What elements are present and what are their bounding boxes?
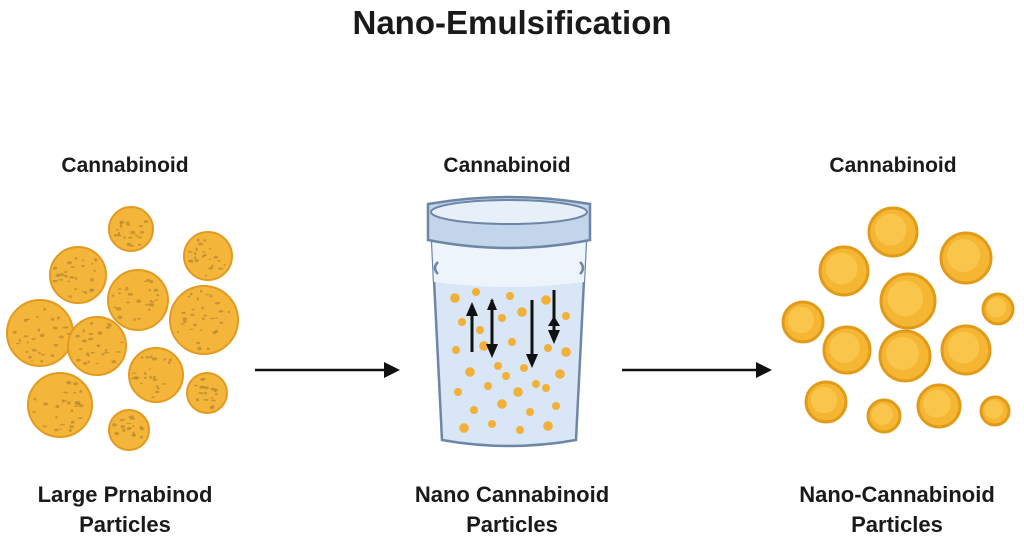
nano-droplet [532, 380, 540, 388]
nano-droplets-group [450, 288, 571, 434]
nano-particle [822, 325, 872, 375]
large-particle [128, 347, 184, 403]
panel-1-caption: Large Prnabinod Particles [0, 480, 250, 539]
large-particle [108, 409, 150, 451]
nano-particle [879, 272, 937, 330]
nano-droplet [541, 295, 551, 305]
nano-droplet [542, 384, 550, 392]
nano-particle [981, 292, 1015, 326]
nano-droplet [508, 338, 516, 346]
nano-droplet [526, 408, 534, 416]
nano-droplet [555, 369, 565, 379]
cup-notch-left [433, 261, 439, 275]
large-particle [107, 269, 169, 331]
large-particles-group [6, 206, 239, 451]
nano-particle [940, 324, 992, 376]
cup-opening [430, 199, 588, 225]
cup-notch-right [579, 261, 585, 275]
panel-2-caption: Nano Cannabinoid Particles [382, 480, 642, 539]
panel-3-caption: Nano-Cannabinoid Particles [770, 480, 1024, 539]
nano-particle [916, 383, 962, 429]
panel-3-label: Cannabinoid [829, 154, 957, 177]
panel-1-caption-line2: Particles [79, 511, 171, 537]
up-down-arrows-icon [466, 290, 560, 368]
nano-droplet [516, 426, 524, 434]
nano-particle [866, 398, 902, 434]
panel-3-caption-line1: Nano-Cannabinoid [799, 482, 995, 507]
nano-droplet [472, 288, 480, 296]
large-particle [169, 285, 239, 355]
large-particle [183, 231, 233, 281]
nano-droplet [498, 314, 506, 322]
nano-droplet [452, 346, 460, 354]
nano-particle [818, 245, 870, 297]
nano-particle [979, 395, 1011, 427]
panel-2-caption-line2: Particles [466, 511, 558, 537]
large-particle [27, 372, 93, 438]
nano-droplet [465, 367, 475, 377]
nano-droplet [450, 293, 460, 303]
nano-droplet [459, 423, 469, 433]
nano-droplet [476, 326, 484, 334]
nano-droplet [484, 382, 492, 390]
panel-2-caption-line1: Nano Cannabinoid [414, 482, 610, 507]
right-arrow-icon [255, 362, 400, 378]
nano-droplet [497, 399, 507, 409]
nano-droplet [494, 362, 502, 370]
nano-droplet [458, 318, 466, 326]
nano-droplet [552, 402, 560, 410]
nano-droplet [506, 292, 514, 300]
diagram-title: Nano-Emulsification [352, 4, 672, 41]
mixing-cup [426, 195, 592, 448]
nano-droplet [543, 421, 553, 431]
nano-droplet [520, 364, 528, 372]
nano-particle [878, 329, 932, 383]
panel-1-caption-line1: Large Prnabinod [37, 482, 213, 507]
large-particle [49, 246, 107, 304]
panel-3-caption-line2: Particles [851, 511, 943, 537]
nano-droplet [517, 307, 527, 317]
nano-particle [939, 231, 993, 285]
nano-droplet [502, 372, 510, 380]
nano-particle [804, 380, 848, 424]
cup-upper-band [432, 240, 586, 287]
nano-particles-group [781, 206, 1015, 434]
large-particle [108, 206, 154, 252]
nano-droplet [470, 406, 478, 414]
nano-droplet [562, 312, 570, 320]
nano-droplet [513, 387, 523, 397]
large-particle [186, 372, 228, 414]
nano-particle [867, 206, 919, 258]
large-particle [67, 316, 127, 376]
large-particle [6, 299, 74, 367]
nano-droplet [479, 341, 489, 351]
nano-particle [781, 300, 825, 344]
panel-1-label: Cannabinoid [61, 154, 189, 177]
right-arrow-icon [622, 362, 772, 378]
nano-droplet [488, 420, 496, 428]
nano-droplet [561, 347, 571, 357]
panel-2-label: Cannabinoid [443, 154, 571, 177]
nano-droplet [454, 388, 462, 396]
nano-droplet [544, 344, 552, 352]
